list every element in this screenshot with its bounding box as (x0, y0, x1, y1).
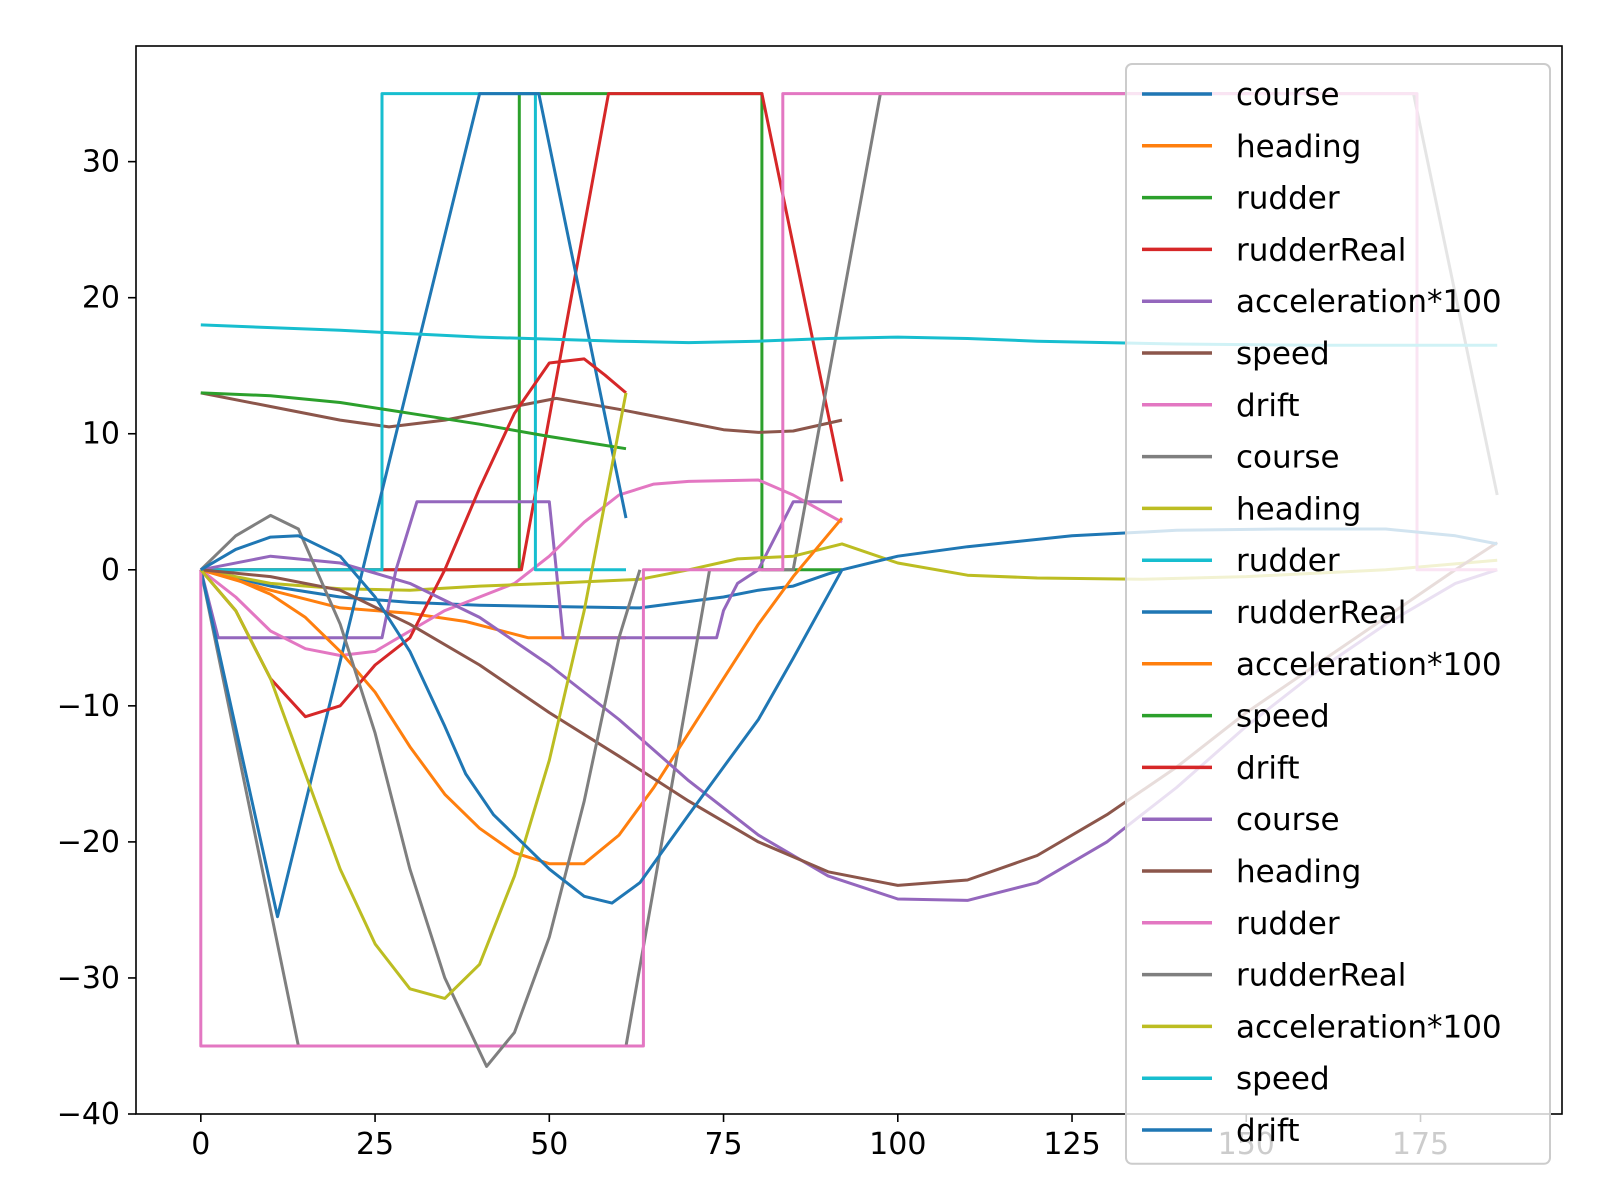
y-tick-label: −40 (57, 1097, 120, 1132)
series-line-4-rudderreal (200, 92, 844, 572)
legend: course heading rudder rudderReal acceleratio… (1125, 63, 1551, 1165)
y-tick-label: 30 (82, 145, 120, 180)
legend-label: rudder (1236, 181, 1340, 217)
legend-label: drift (1236, 1113, 1300, 1149)
series-line-7-drift (199, 478, 843, 657)
series-line-12-acceleration-100 (200, 517, 844, 866)
legend-label: rudderReal (1236, 232, 1406, 268)
legend-label: course (1236, 77, 1340, 113)
series-line-6-speed (200, 391, 843, 434)
x-tick-label: 50 (530, 1127, 568, 1162)
legend-label: speed (1236, 1061, 1330, 1097)
legend-box (1125, 63, 1551, 1165)
legend-label: rudder (1236, 543, 1340, 579)
x-tick-label: 25 (356, 1127, 394, 1162)
x-tick-label: 0 (191, 1127, 210, 1162)
y-tick-label: −30 (57, 961, 120, 996)
series-line-11-rudderreal (199, 92, 628, 919)
x-tick-label: 125 (1043, 1127, 1100, 1162)
series-line-18-rudderreal (199, 513, 642, 1068)
series-line-14-drift (199, 357, 627, 719)
series-line-13-speed (200, 391, 627, 451)
legend-label: heading (1236, 854, 1361, 890)
legend-label: course (1236, 802, 1340, 838)
legend-label: speed (1236, 336, 1330, 372)
series-line-21-drift (200, 527, 1498, 905)
legend-label: rudderReal (1236, 595, 1406, 631)
legend-label: drift (1236, 388, 1300, 424)
y-tick-label: −10 (57, 689, 120, 724)
legend-label: heading (1236, 129, 1361, 165)
legend-label: drift (1236, 750, 1300, 786)
legend-label: rudder (1236, 906, 1340, 942)
y-tick-label: 0 (101, 553, 120, 588)
y-tick-label: 10 (82, 417, 120, 452)
x-tick-label: 100 (869, 1127, 926, 1162)
y-axis: −40 −30 −20 −10 0 10 20 30 (57, 145, 136, 1132)
series-line-19-acceleration-100 (199, 392, 628, 1000)
plot-frame (135, 45, 1563, 1115)
legend-label: speed (1236, 699, 1330, 735)
y-tick-label: 20 (82, 281, 120, 316)
legend-label: course (1236, 440, 1340, 476)
y-tick-label: −20 (57, 825, 120, 860)
legend-label: rudderReal (1236, 958, 1406, 994)
legend-label: acceleration*100 (1236, 284, 1502, 320)
x-tick-label: 75 (704, 1127, 742, 1162)
legend-label: acceleration*100 (1236, 647, 1502, 683)
legend-label: heading (1236, 491, 1361, 527)
legend-label: acceleration*100 (1236, 1009, 1502, 1045)
